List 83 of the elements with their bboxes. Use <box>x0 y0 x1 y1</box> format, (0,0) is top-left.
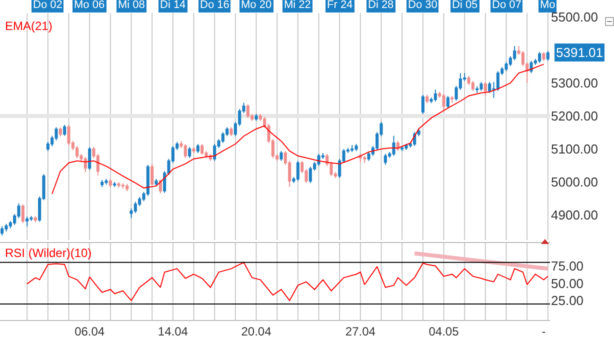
candlestick <box>126 183 129 192</box>
candlestick <box>354 144 358 152</box>
candlestick <box>58 127 62 137</box>
candlestick <box>404 143 408 150</box>
x-tick-label: Do 16 <box>200 0 230 11</box>
x-tick-label: Mi 22 <box>284 0 311 11</box>
x-tick-label: Mo 06 <box>74 0 105 11</box>
candlestick <box>484 81 487 96</box>
candlestick <box>480 81 483 92</box>
y-tick-label: 5500.00 <box>551 10 598 25</box>
candlestick <box>108 178 112 188</box>
candlestick <box>192 146 196 154</box>
y-tick-label: 25.00 <box>551 293 584 308</box>
candlestick <box>530 60 533 74</box>
candlestick <box>426 94 429 104</box>
x-tick-label: Fr 24 <box>327 0 353 11</box>
candlestick <box>154 178 158 186</box>
candlestick <box>363 155 366 164</box>
candlestick <box>476 86 479 94</box>
annotation: 5391.01 <box>556 45 603 60</box>
x-tick-label: Di 28 <box>368 0 394 11</box>
y-tick-label: 5200.00 <box>551 108 598 124</box>
line-series <box>52 64 544 194</box>
y-tick-label: 4900.00 <box>551 208 598 223</box>
y-tick-label: 5300.00 <box>551 76 598 91</box>
candlestick <box>446 95 450 109</box>
x-tick-label: Di 05 <box>452 0 478 11</box>
x-tick-label: Do 30 <box>408 0 438 11</box>
candlestick <box>117 181 120 188</box>
candlestick <box>84 156 87 173</box>
candlestick <box>150 163 154 186</box>
candlestick <box>26 216 29 228</box>
y-tick-label: 5000.00 <box>551 174 598 190</box>
line-series <box>26 262 548 302</box>
candlestick <box>296 160 300 182</box>
x-tick-label: 27.04 <box>345 324 376 338</box>
y-tick-label: 75.00 <box>551 258 584 274</box>
candlestick <box>392 135 396 156</box>
candlestick <box>421 94 424 114</box>
x-tick-label: Mi 08 <box>118 0 145 11</box>
series-label: RSI (Wilder)(10) <box>5 246 92 260</box>
candlestick <box>542 51 546 62</box>
candlestick <box>21 204 24 224</box>
candlestick <box>546 50 550 62</box>
candlestick <box>196 144 200 154</box>
y-tick-label: 5100.00 <box>551 142 598 157</box>
candlestick <box>188 146 192 158</box>
candlestick <box>442 93 446 110</box>
candlestick <box>230 126 233 137</box>
candlestick <box>88 146 92 171</box>
candlestick <box>384 153 387 166</box>
x-tick-label: Di 14 <box>160 0 186 11</box>
x-tick-label: 06.04 <box>74 324 105 338</box>
candlestick <box>450 96 454 104</box>
candlestick <box>34 216 37 223</box>
x-tick-label: 14.04 <box>158 324 188 338</box>
candlestick <box>538 51 542 64</box>
candlestick <box>0 226 4 236</box>
candlestick <box>254 114 258 122</box>
x-tick-label: Mo <box>540 0 556 11</box>
candlestick <box>184 144 187 158</box>
candlestick <box>121 182 124 190</box>
x-tick-label: - <box>542 324 546 338</box>
candlestick <box>63 124 66 136</box>
y-tick-label: 50.00 <box>551 276 584 291</box>
x-tick-label: 20.04 <box>241 324 272 338</box>
candlestick <box>200 144 204 156</box>
candlestick <box>471 80 474 92</box>
x-tick-label: Do 07 <box>492 0 522 11</box>
x-tick-label: Do 02 <box>33 0 62 11</box>
x-tick-label: 04.05 <box>428 324 460 338</box>
text: EMA(21) <box>5 19 52 33</box>
candlestick <box>434 89 437 102</box>
candlestick <box>113 181 116 188</box>
candlestick <box>104 178 108 186</box>
candlestick <box>280 150 283 162</box>
candlestick <box>246 104 250 118</box>
candlestick <box>400 146 404 152</box>
x-tick-label: Mo 20 <box>241 0 272 11</box>
candlestick <box>100 180 104 188</box>
candlestick <box>350 144 354 152</box>
candlestick <box>308 166 312 184</box>
candlestick <box>4 223 8 232</box>
